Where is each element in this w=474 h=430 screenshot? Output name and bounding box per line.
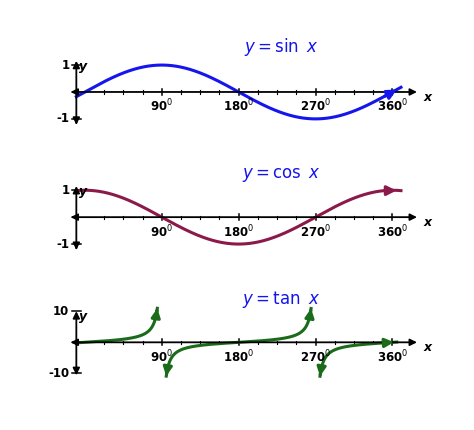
Text: 1: 1 — [61, 58, 69, 71]
Text: x: x — [423, 91, 431, 104]
Text: $y = \sin\ x$: $y = \sin\ x$ — [244, 36, 319, 58]
Text: 270$^0$: 270$^0$ — [300, 98, 331, 115]
Text: -10: -10 — [48, 367, 69, 380]
Text: -1: -1 — [56, 112, 69, 126]
Text: y: y — [79, 60, 87, 73]
Text: 270$^0$: 270$^0$ — [300, 223, 331, 240]
Text: 180$^0$: 180$^0$ — [223, 223, 254, 240]
Text: $y = \cos\ x$: $y = \cos\ x$ — [242, 166, 321, 184]
Text: 360$^0$: 360$^0$ — [377, 348, 408, 365]
Text: 270$^0$: 270$^0$ — [300, 348, 331, 365]
Text: x: x — [423, 216, 431, 229]
Text: y: y — [79, 310, 87, 323]
Text: $y = \tan\ x$: $y = \tan\ x$ — [242, 289, 320, 310]
Text: 180$^0$: 180$^0$ — [223, 98, 254, 115]
Text: 360$^0$: 360$^0$ — [377, 223, 408, 240]
Text: 10: 10 — [53, 305, 69, 318]
Text: x: x — [423, 341, 431, 354]
Text: 90$^0$: 90$^0$ — [150, 98, 173, 115]
Text: -1: -1 — [56, 237, 69, 251]
Text: y: y — [79, 185, 87, 198]
Text: 360$^0$: 360$^0$ — [377, 98, 408, 115]
Text: 90$^0$: 90$^0$ — [150, 348, 173, 365]
Text: 180$^0$: 180$^0$ — [223, 348, 254, 365]
Text: 90$^0$: 90$^0$ — [150, 223, 173, 240]
Text: 1: 1 — [61, 184, 69, 197]
